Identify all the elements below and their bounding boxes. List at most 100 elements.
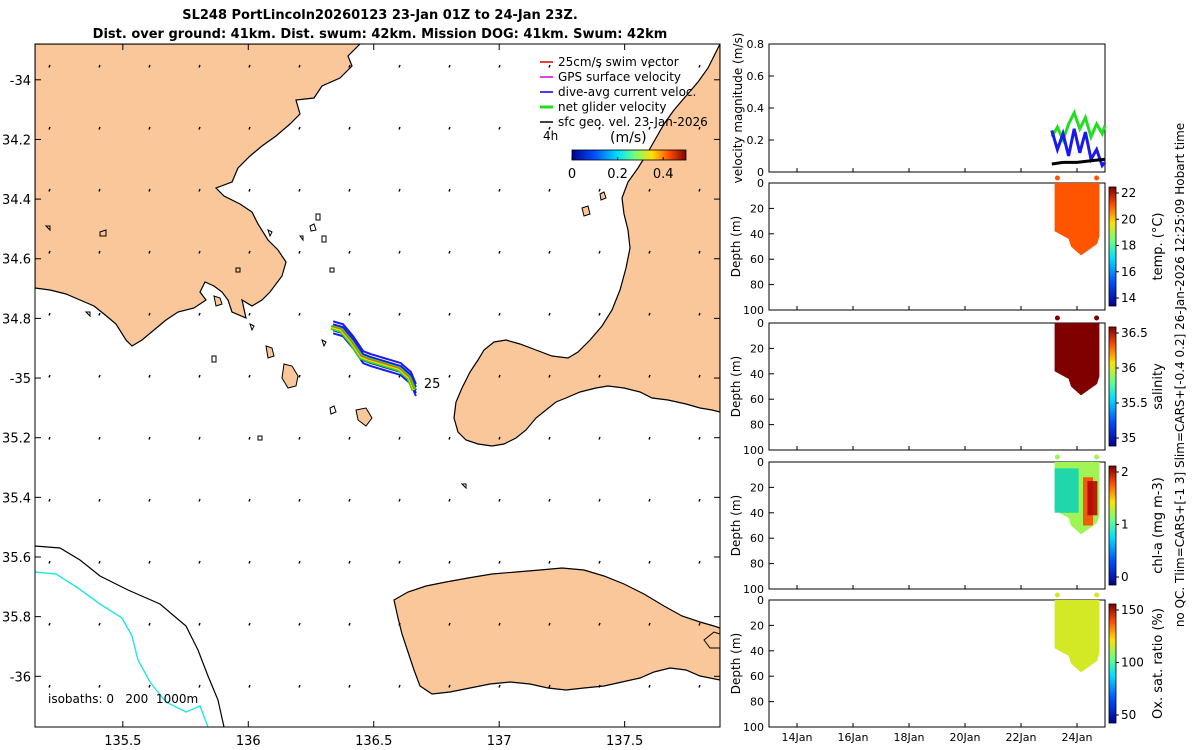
sfc-vector bbox=[248, 622, 251, 626]
sfc-vector bbox=[448, 64, 451, 68]
sfc-vector bbox=[198, 188, 201, 192]
sfc-vector bbox=[48, 250, 51, 254]
salinity-panel-data bbox=[1054, 323, 1100, 396]
velocity-y-tick-label: 0.8 bbox=[747, 38, 765, 51]
sfc-vector bbox=[448, 622, 451, 626]
temp-panel-surface-dot bbox=[1094, 175, 1100, 181]
x-tick-label: 135.5 bbox=[104, 734, 141, 749]
salinity-panel-surface-dot bbox=[1054, 315, 1060, 321]
oxygen-panel-colorbar-tick-label: 150 bbox=[1121, 603, 1144, 617]
sfc-vector bbox=[98, 312, 101, 316]
sfc-vector bbox=[598, 188, 601, 192]
sfc-vector bbox=[148, 250, 151, 254]
sfc-vector bbox=[348, 250, 351, 254]
sfc-vector bbox=[198, 622, 201, 626]
sfc-vector bbox=[698, 684, 701, 688]
temp-panel-cbar-label: temp. (°C) bbox=[1151, 213, 1166, 281]
island bbox=[581, 205, 591, 217]
speed-colorbar bbox=[571, 149, 687, 161]
sfc-vector bbox=[648, 374, 651, 378]
salinity-panel-colorbar-tick-label: 36 bbox=[1121, 361, 1136, 375]
sfc-vector bbox=[48, 498, 51, 502]
sfc-vector bbox=[48, 560, 51, 564]
sfc-vector bbox=[598, 312, 601, 316]
sfc-vector bbox=[298, 374, 301, 378]
chla-panel-surface-dot bbox=[1094, 454, 1100, 460]
sfc-vector bbox=[148, 622, 151, 626]
sfc-vector bbox=[48, 126, 51, 130]
temp-panel-y-tick-label: 40 bbox=[750, 228, 764, 241]
sfc-vector bbox=[48, 188, 51, 192]
sfc-vector bbox=[698, 64, 701, 68]
salinity-panel-colorbar bbox=[1108, 326, 1117, 447]
sfc-vector bbox=[498, 250, 501, 254]
sfc-vector bbox=[598, 622, 601, 626]
sfc-vector bbox=[698, 374, 701, 378]
sfc-vector bbox=[248, 436, 251, 440]
sfc-vector bbox=[298, 250, 301, 254]
sfc-vector bbox=[148, 312, 151, 316]
sfc-vector bbox=[48, 436, 51, 440]
sfc-vector bbox=[198, 684, 201, 688]
sfc-vector bbox=[398, 622, 401, 626]
oxygen-panel-cbar-label: Ox. sat. ratio (%) bbox=[1151, 608, 1166, 719]
chart-title: SL248 PortLincoln20260123 23-Jan 01Z to … bbox=[182, 8, 578, 23]
sfc-vector bbox=[98, 622, 101, 626]
sfc-vector bbox=[648, 126, 651, 130]
oxygen-panel-y-tick-label: 80 bbox=[750, 696, 764, 709]
sfc-vector bbox=[148, 64, 151, 68]
sfc-vector bbox=[298, 188, 301, 192]
temp-panel-y-tick-label: 20 bbox=[750, 202, 764, 215]
velocity-y-tick-label: 0.2 bbox=[747, 134, 765, 147]
sfc-vector bbox=[498, 622, 501, 626]
island bbox=[281, 363, 299, 389]
salinity-panel-colorbar-tick-label: 35.5 bbox=[1121, 396, 1148, 410]
sfc-vector bbox=[498, 560, 501, 564]
sfc-vector bbox=[248, 188, 251, 192]
legend-label: 25cm/s swim vector bbox=[558, 55, 679, 69]
velocity-y-tick-label: 0.6 bbox=[747, 70, 765, 83]
sfc-vector bbox=[598, 126, 601, 130]
oxygen-panel-y-tick-label: 0 bbox=[757, 594, 764, 607]
chla-panel-y-tick-label: 0 bbox=[757, 456, 764, 469]
sfc-vector bbox=[398, 126, 401, 130]
isobath-200m bbox=[35, 545, 225, 727]
oxygen-panel-ylabel: Depth (m) bbox=[730, 633, 743, 694]
sfc-vector bbox=[698, 622, 701, 626]
sfc-vector bbox=[448, 498, 451, 502]
salinity-panel-y-tick-label: 60 bbox=[750, 393, 764, 406]
chla-panel-y-tick-label: 60 bbox=[750, 532, 764, 545]
oxygen-panel-y-tick-label: 20 bbox=[750, 619, 764, 632]
island bbox=[599, 191, 607, 201]
chla-panel-colorbar bbox=[1108, 465, 1117, 586]
temp-panel-colorbar-tick-label: 18 bbox=[1121, 239, 1136, 253]
sfc-vector bbox=[398, 436, 401, 440]
sfc-vector bbox=[348, 684, 351, 688]
sfc-vector bbox=[648, 312, 651, 316]
y-tick-label: 35.6 bbox=[2, 551, 31, 566]
sfc-vector bbox=[48, 312, 51, 316]
temp-panel-axes bbox=[768, 182, 1106, 311]
sfc-vector bbox=[398, 312, 401, 316]
sfc-vector bbox=[698, 188, 701, 192]
island bbox=[703, 631, 720, 649]
sfc-vector bbox=[548, 64, 551, 68]
oxygen-panel-surface-dot bbox=[1094, 592, 1100, 598]
sfc-vector bbox=[598, 374, 601, 378]
legend-label: sfc geo. vel. 23-Jan-2026 bbox=[558, 115, 708, 129]
oxygen-panel-axes bbox=[768, 599, 1106, 728]
sfc-vector bbox=[398, 560, 401, 564]
sfc-vector bbox=[298, 684, 301, 688]
sfc-vector bbox=[448, 312, 451, 316]
x-tick-label: 137 bbox=[487, 734, 512, 749]
sfc-vector bbox=[598, 498, 601, 502]
velocity-ylabel: velocity magnitude (m/s) bbox=[731, 33, 745, 184]
oxygen-panel-surface-dot bbox=[1054, 592, 1060, 598]
island bbox=[355, 407, 373, 427]
sfc-vector bbox=[448, 188, 451, 192]
sfc-vector bbox=[548, 250, 551, 254]
glider-track-speed bbox=[330, 326, 415, 391]
sfc-vector bbox=[698, 560, 701, 564]
time-tick-label: 16Jan bbox=[838, 731, 869, 744]
sfc-vector bbox=[548, 374, 551, 378]
